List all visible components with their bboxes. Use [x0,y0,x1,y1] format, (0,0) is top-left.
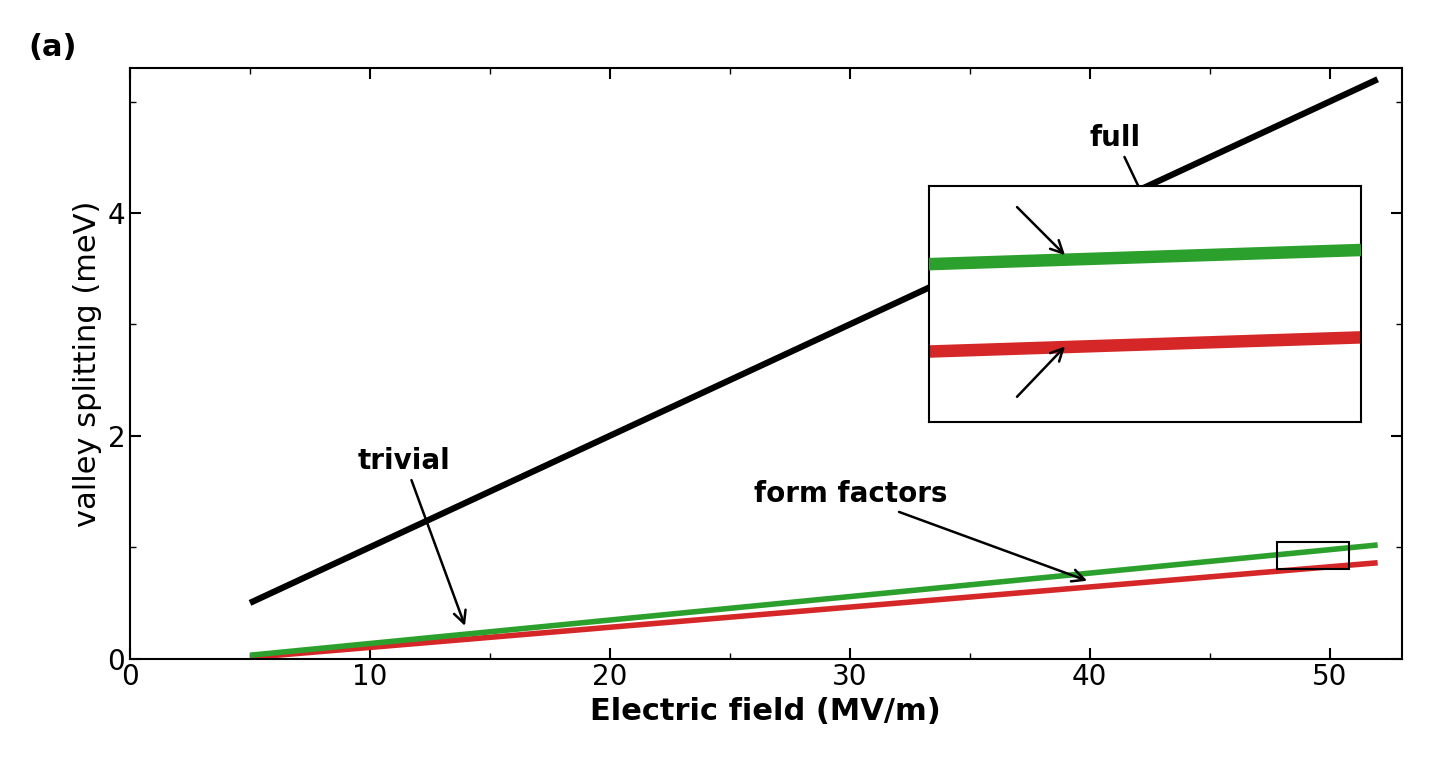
Text: form factors: form factors [754,480,1085,581]
X-axis label: Electric field (MV/m): Electric field (MV/m) [591,697,941,726]
Text: full: full [1090,123,1159,230]
Bar [1277,541,1348,569]
Text: trivial: trivial [358,447,465,623]
Y-axis label: valley splitting (meV): valley splitting (meV) [72,200,103,527]
Text: (a): (a) [29,33,77,62]
